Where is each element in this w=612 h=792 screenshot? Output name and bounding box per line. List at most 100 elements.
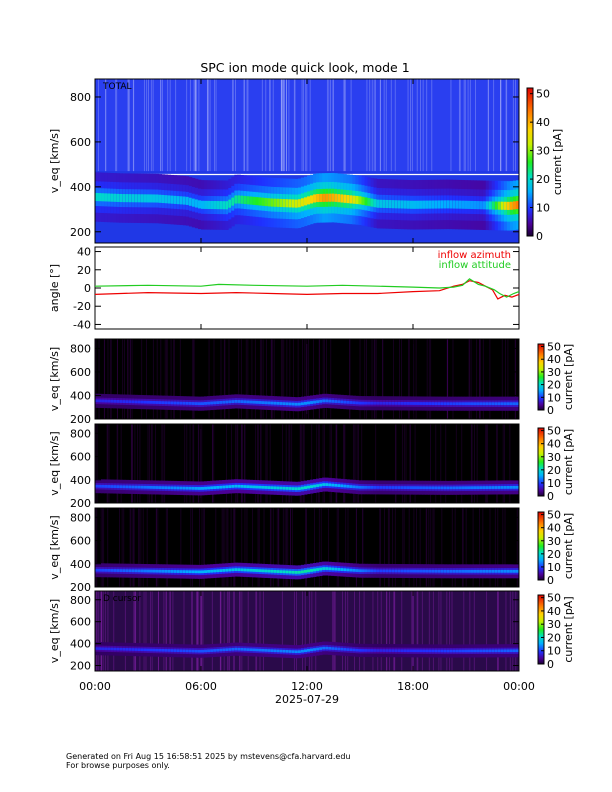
spectrogram-streak — [120, 424, 122, 503]
spectrogram-beam — [482, 201, 487, 210]
spectrogram-streak — [379, 508, 381, 587]
spectrogram-beam — [176, 486, 181, 490]
spectrogram-beam — [101, 647, 105, 651]
spectrogram-streak — [164, 339, 166, 419]
spectrogram-beam — [334, 483, 338, 487]
spectrogram-streak — [333, 591, 334, 671]
spectrogram-streak — [284, 508, 286, 587]
spectrogram-streak — [474, 424, 476, 503]
spectrogram-beam — [207, 401, 211, 405]
spectrogram-streak — [115, 79, 117, 243]
spectrogram-streak — [433, 508, 435, 587]
spectrogram-beam — [479, 649, 484, 653]
spectrogram-beam — [446, 569, 450, 573]
spectrogram-streak — [292, 339, 294, 419]
spectrogram-streak — [193, 79, 195, 243]
spectrogram-streak — [123, 508, 125, 587]
spectrogram-beam — [494, 486, 499, 489]
spectrogram-beam — [149, 194, 153, 203]
spectrogram-streak — [237, 424, 239, 503]
spectrogram-beam — [419, 486, 423, 490]
spectrogram-streak — [290, 508, 292, 587]
spectrogram-beam — [473, 569, 477, 573]
spectrogram-beam — [213, 569, 217, 573]
spectrogram-streak — [303, 424, 305, 503]
spectrogram-beam — [382, 401, 387, 405]
spectrogram-beam — [252, 196, 256, 205]
spectrogram-streak — [241, 424, 243, 503]
spectrogram-streak — [380, 591, 382, 671]
spectrogram-streak — [512, 591, 514, 671]
spectrogram-streak — [403, 424, 405, 503]
spectrogram-streak — [203, 508, 205, 587]
spectrogram-beam — [185, 401, 190, 405]
spectrogram-streak — [328, 79, 330, 243]
spectrogram-beam — [188, 197, 193, 206]
spectrogram-streak — [96, 508, 98, 587]
spectrogram-streak — [470, 339, 472, 419]
spectrogram-beam — [179, 196, 184, 205]
spectrogram-streak — [241, 508, 243, 587]
spectrogram-streak — [290, 508, 291, 587]
spectrogram-beam — [313, 648, 317, 651]
spectrogram-beam — [282, 570, 287, 574]
spectrogram-beam — [331, 399, 335, 403]
spectrogram-streak — [230, 508, 232, 587]
spectrogram-beam — [179, 486, 184, 490]
spectrogram-beam — [240, 648, 244, 651]
spectrogram-beam — [252, 569, 256, 572]
spectrogram-beam — [243, 648, 247, 651]
spectrogram-streak — [160, 79, 162, 243]
spectrogram-beam — [355, 401, 359, 405]
spectrogram-streak — [462, 508, 464, 587]
spectrogram-streak — [505, 591, 507, 671]
spectrogram-beam — [155, 194, 159, 203]
spectrogram-beam — [261, 648, 265, 652]
spectrogram-streak — [326, 79, 328, 243]
colorbar-tick-label: 20 — [536, 173, 550, 186]
spectrogram-beam — [179, 570, 184, 573]
spectrogram-beam — [122, 194, 126, 203]
spectrogram-beam — [104, 568, 108, 572]
spectrogram-beam — [422, 569, 426, 573]
spectrogram-beam — [173, 570, 178, 573]
spectrogram-streak — [281, 591, 283, 671]
spectrogram-beam — [428, 200, 432, 209]
spectrogram-beam — [491, 201, 496, 210]
spectrogram-streak — [142, 508, 144, 587]
spectrogram-streak — [294, 79, 296, 243]
spectrogram-beam — [382, 199, 387, 208]
spectrogram-streak — [324, 424, 326, 503]
spectrogram-beam — [225, 201, 229, 210]
spectrogram-beam — [340, 568, 344, 571]
spectrogram-beam — [279, 486, 284, 490]
spectrogram-streak — [243, 79, 245, 243]
spectrogram-beam — [158, 569, 163, 573]
spectrogram-beam — [394, 649, 399, 652]
spectrogram-streak — [244, 79, 246, 243]
spectrogram-streak — [281, 339, 283, 419]
spectrogram-beam — [285, 650, 290, 653]
spectrogram-beam — [252, 485, 256, 489]
spectrogram-beam — [470, 649, 474, 653]
spectrogram-streak — [514, 79, 516, 243]
spectrogram-beam — [503, 402, 508, 406]
spectrogram-beam — [261, 197, 265, 206]
spectrogram-streak — [355, 508, 357, 587]
spectrogram-beam — [276, 198, 281, 207]
spectrogram-beam — [325, 399, 329, 403]
spectrogram-beam — [291, 650, 296, 653]
spectrogram-beam — [140, 648, 144, 652]
spectrogram-beam — [476, 201, 481, 210]
spectrogram-beam — [131, 194, 135, 203]
spectrogram-beam — [382, 649, 387, 652]
spectrogram-streak — [283, 79, 285, 243]
y-tick-label: 200 — [70, 660, 91, 673]
spectrogram-streak — [262, 339, 264, 419]
spectrogram-beam — [297, 402, 302, 406]
spectrogram-beam — [182, 196, 187, 205]
spectrogram-beam — [279, 402, 284, 405]
colorbar-tick-label: 20 — [547, 631, 561, 644]
spectrogram-beam — [446, 649, 450, 653]
spectrogram-streak — [417, 591, 419, 671]
